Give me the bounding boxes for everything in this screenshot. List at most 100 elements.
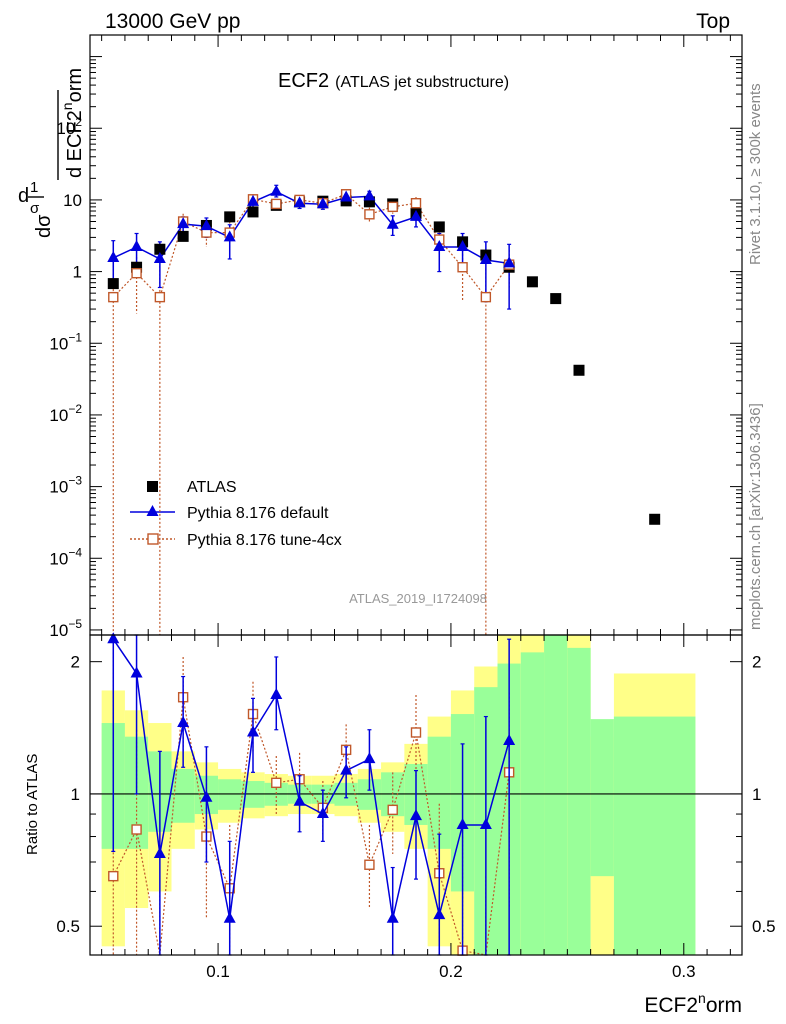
y-tick-exponent: −1 <box>68 330 82 344</box>
main-y-tick-label-6: 10 <box>63 191 82 210</box>
legend-label-default: Pythia 8.176 default <box>187 505 329 522</box>
tune4cx-point-12 <box>387 201 398 213</box>
ratio-default-point-5 <box>223 911 236 923</box>
legend-label-atlas: ATLAS <box>187 479 237 496</box>
y-tick-base: 10 <box>49 406 68 425</box>
ylabel-d: d <box>18 185 29 207</box>
tune4cx-point-0 <box>108 291 119 303</box>
ratio-y-tick-label-right-0: 0.5 <box>752 917 776 936</box>
ratio-y-tick-label-left-2: 2 <box>71 653 80 672</box>
chart-title: ECF2 (ATLAS jet substructure) <box>278 70 509 92</box>
process-label: Top <box>696 10 730 33</box>
x-axis-label: ECF2norm <box>644 990 742 1017</box>
legend-marker-default <box>146 505 159 516</box>
ratio-default-point-14 <box>433 908 446 920</box>
ratio-tune4cx-point-11 <box>364 859 375 870</box>
default-point-1 <box>130 240 143 252</box>
default-point-11 <box>363 189 376 201</box>
tune4cx-point-2 <box>154 291 166 303</box>
ratio-default-point-6 <box>247 725 259 737</box>
y-tick-base: 10 <box>49 549 68 568</box>
atlas-point-5 <box>224 211 236 223</box>
ratio-default-point-12 <box>386 911 399 923</box>
default-point-10 <box>340 190 353 202</box>
xlabel-ecf2: ECF2 <box>644 994 698 1017</box>
svg-text:d ECF2norm: d ECF2norm <box>59 68 86 178</box>
collision-energy-label: 13000 GeV pp <box>105 10 240 33</box>
ratio-default-point-1 <box>130 666 143 678</box>
ylabel-dsigma: dσ <box>33 214 55 238</box>
tune4cx-point-11 <box>364 209 375 220</box>
x-tick-label-1: 0.2 <box>439 962 463 981</box>
ylabel-sigma: σ <box>30 200 40 217</box>
ratio-panel-frame <box>89 634 743 956</box>
analysis-watermark: ATLAS_2019_I1724098 <box>349 591 487 606</box>
default-point-6 <box>247 194 259 206</box>
main-y-axis-label: d 1 σ dσ d ECF2norm <box>18 68 86 238</box>
green-band-5 <box>218 779 242 810</box>
x-tick-label-2: 0.3 <box>672 962 696 981</box>
ratio-default-point-4 <box>200 790 213 802</box>
title-main: ECF2 <box>278 70 329 92</box>
ratio-tune4cx-line <box>112 697 510 956</box>
main-y-tick-label-0: 10−5 <box>49 617 82 640</box>
ratio-default-point-2 <box>153 847 166 859</box>
green-band-14 <box>427 736 451 849</box>
main-panel-marks <box>107 184 661 635</box>
main-y-tick-label-5: 1 <box>73 263 82 282</box>
green-band-3 <box>171 768 195 823</box>
green-band-22 <box>613 716 696 955</box>
ylabel-orm: orm <box>64 68 86 102</box>
xlabel-orm: orm <box>706 994 742 1017</box>
ratio-tune4cx-point-12 <box>387 804 398 816</box>
ratio-tune4cx-point-13 <box>410 727 422 738</box>
y-tick-base: 10 <box>56 119 75 138</box>
ratio-default-line <box>112 638 510 919</box>
default-point-17 <box>503 256 516 268</box>
atlas-point-0 <box>107 278 119 290</box>
ratio-default-point-3 <box>177 716 190 728</box>
default-point-12 <box>386 217 399 229</box>
ratio-y-axis-label: Ratio to ATLAS <box>24 754 41 855</box>
legend-label-tune4cx: Pythia 8.176 tune-4cx <box>187 532 342 549</box>
legend-marker-tune4cx <box>147 533 159 545</box>
default-point-0 <box>107 250 120 262</box>
ratio-default-point-9 <box>316 807 329 819</box>
rivet-version-label: Rivet 3.1.10, ≥ 300k events <box>747 83 764 265</box>
default-point-13 <box>410 209 422 221</box>
title-sub: (ATLAS jet substructure) <box>335 74 509 91</box>
green-band-20 <box>567 647 591 955</box>
xlabel-n: n <box>698 990 706 1006</box>
ratio-y-tick-label-left-0: 0.5 <box>56 917 80 936</box>
ratio-tune4cx-point-7 <box>271 777 282 789</box>
ratio-y-tick-label-right-1: 1 <box>752 785 761 804</box>
default-point-8 <box>293 196 306 208</box>
default-point-7 <box>270 184 283 196</box>
ylabel-n: n <box>59 102 75 110</box>
atlas-point-6 <box>247 206 259 218</box>
ratio-default-point-15 <box>456 817 469 829</box>
tune4cx-point-13 <box>410 197 422 209</box>
ylabel-one: 1 <box>30 179 38 196</box>
default-point-4 <box>200 219 213 231</box>
default-point-9 <box>316 197 329 209</box>
main-y-tick-label-7: 102 <box>56 115 82 138</box>
y-tick-exponent: 2 <box>75 115 82 129</box>
default-point-3 <box>177 217 190 229</box>
atlas-point-3 <box>177 230 189 242</box>
ylabel-decf2: d ECF2 <box>64 110 86 178</box>
ratio-default-point-10 <box>340 763 353 775</box>
atlas-point-14 <box>433 221 445 233</box>
ratio-tune4cx-point-1 <box>131 824 142 835</box>
main-y-tick-label-4: 10−1 <box>49 330 82 353</box>
ratio-default-point-0 <box>107 632 120 644</box>
legend: ATLAS Pythia 8.176 default Pythia 8.176 … <box>130 479 342 549</box>
default-point-2 <box>153 251 166 263</box>
atlas-point-18 <box>526 276 538 288</box>
y-tick-base: 10 <box>49 621 68 640</box>
atlas-point-2 <box>154 243 166 255</box>
y-tick-base: 10 <box>49 478 68 497</box>
y-tick-base: 10 <box>49 334 68 353</box>
